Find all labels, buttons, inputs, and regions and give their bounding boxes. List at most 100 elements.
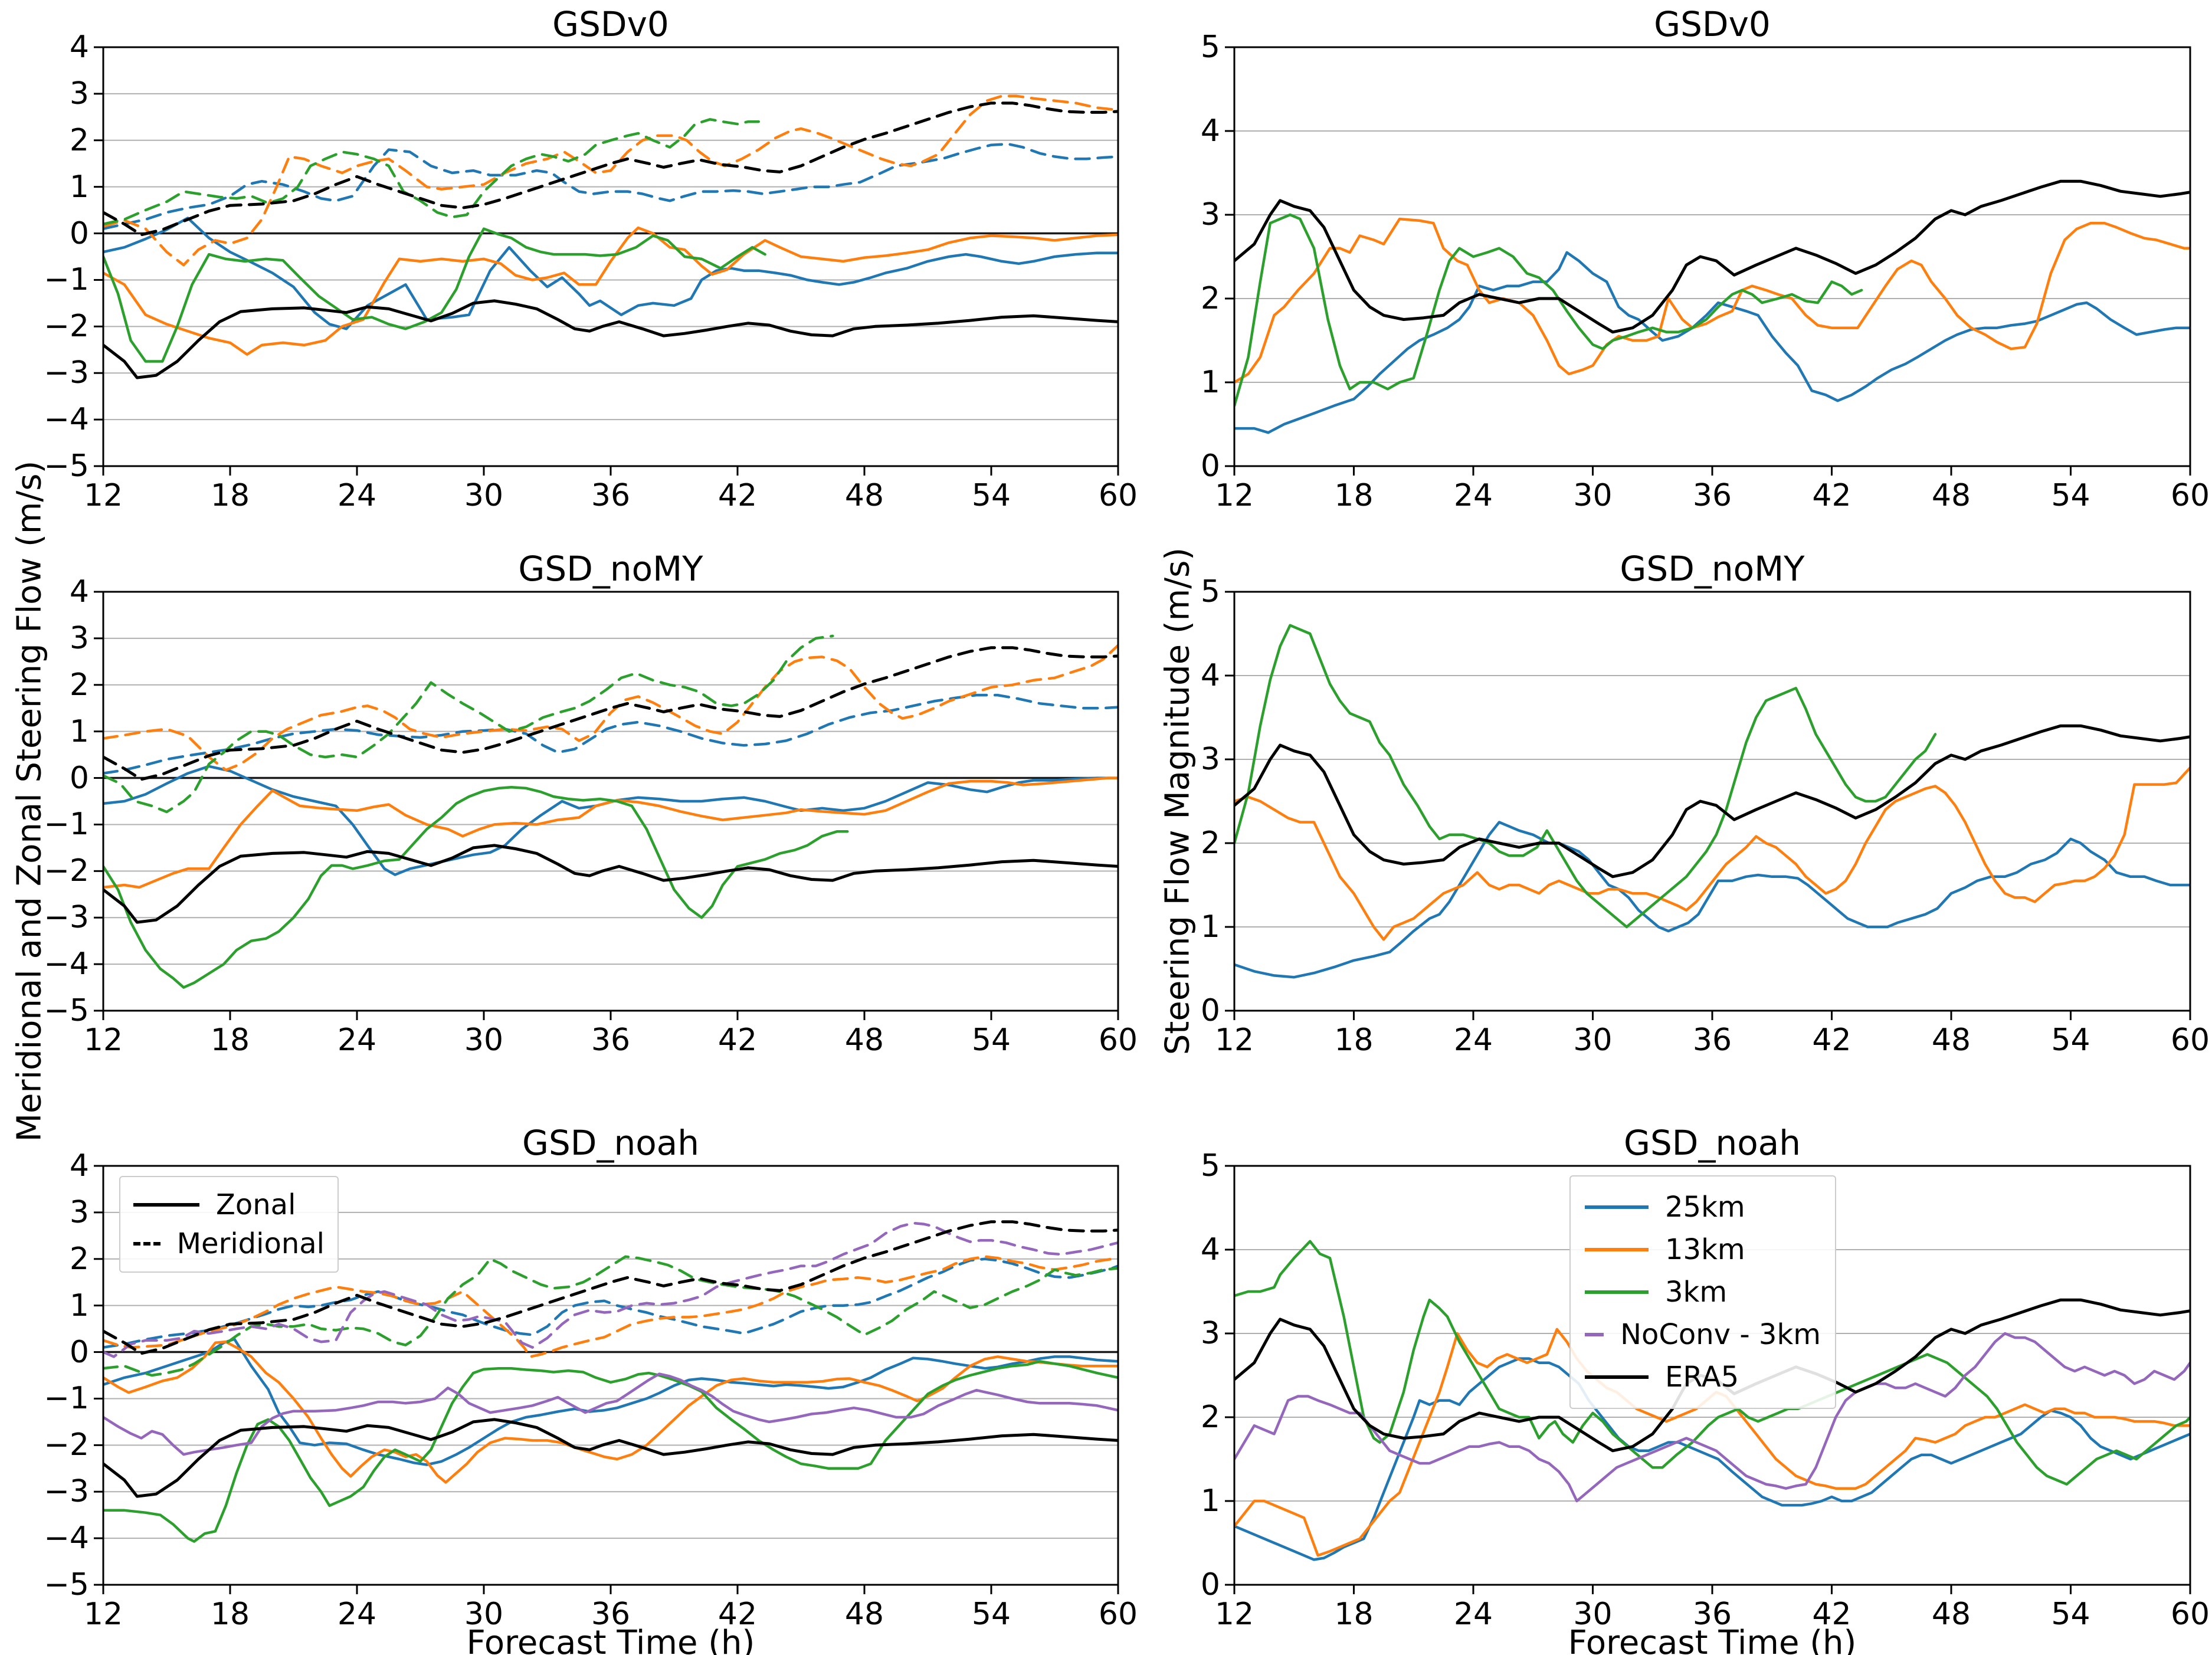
legend-item-noconv-3km: NoConv - 3km: [1585, 1313, 1821, 1356]
series-line-3km-meridional: [103, 1255, 1118, 1377]
x-tick-label: 60: [2170, 478, 2210, 513]
series-line-era5-meridional: [103, 646, 1118, 781]
x-tick-label: 42: [717, 478, 758, 513]
series-line-25km-meridional: [103, 1257, 1118, 1349]
y-tick-label: 4: [69, 30, 89, 65]
legend-swatch-blue: [1585, 1205, 1649, 1209]
series-line-25km: [1234, 1357, 2190, 1561]
series-line-3km-meridional: [103, 634, 834, 814]
x-tick-label: 12: [1214, 1597, 1254, 1632]
chart-canvas-5: [1225, 1165, 2191, 1594]
x-tick-label: 24: [1453, 1597, 1493, 1632]
x-tick-label: 48: [844, 1597, 884, 1632]
legend-item-3km: 3km: [1585, 1271, 1821, 1313]
series-line-3km-zonal: [103, 227, 766, 363]
y-tick-label: 0: [1200, 993, 1220, 1028]
panel-title-gsdnoah-magnitude: GSD_noah: [1624, 1123, 1801, 1163]
y-tick-label: −1: [44, 807, 89, 843]
y-tick-label: −2: [44, 853, 89, 889]
series-line-13km-meridional: [103, 1255, 1118, 1358]
series-line-era5: [1234, 179, 2190, 334]
y-tick-label: 4: [1200, 113, 1220, 149]
series-line-25km-zonal: [103, 1338, 1118, 1466]
y-tick-label: −1: [44, 1381, 89, 1417]
y-tick-label: 4: [1200, 658, 1220, 693]
legend-swatch-purple: [1585, 1333, 1604, 1336]
y-tick-label: 2: [1200, 825, 1220, 861]
series-line-era5-zonal: [103, 299, 1118, 379]
series-line-era5-zonal: [103, 1418, 1118, 1498]
x-tick-label: 54: [2051, 1597, 2090, 1632]
y-axis-label-right: Steering Flow Magnitude (m/s): [1158, 547, 1197, 1056]
y-tick-label: −5: [44, 448, 89, 484]
series-line-25km-zonal: [103, 217, 1118, 330]
y-tick-label: 4: [1200, 1232, 1220, 1267]
legend-label: NoConv - 3km: [1620, 1318, 1821, 1351]
y-tick-label: 0: [69, 760, 89, 796]
legend-swatch-black: [133, 1203, 199, 1207]
series-line-3km: [1234, 213, 1863, 408]
x-tick-label: 60: [1098, 478, 1138, 513]
y-tick-label: 3: [69, 1194, 89, 1230]
x-tick-label: 18: [210, 478, 250, 513]
x-tick-label: 36: [591, 1597, 631, 1632]
y-tick-label: 2: [69, 122, 89, 158]
y-tick-label: 5: [1200, 574, 1220, 609]
x-axis-label-right: Forecast Time (h): [1568, 1624, 1857, 1655]
series-line-era5: [1234, 724, 2190, 879]
chart-canvas-4: [94, 1165, 1119, 1594]
y-tick-label: 2: [1200, 1400, 1220, 1435]
y-tick-label: 1: [1200, 909, 1220, 945]
x-tick-label: 48: [844, 478, 884, 513]
x-tick-label: 24: [337, 478, 377, 513]
series-line-3km-zonal: [103, 1360, 1118, 1543]
legend: Zonal Meridional: [119, 1176, 339, 1273]
x-tick-label: 24: [337, 1023, 377, 1058]
x-tick-label: 18: [1334, 1023, 1374, 1058]
legend-label: 25km: [1665, 1191, 1745, 1224]
series-line-era5-meridional: [103, 1220, 1118, 1355]
x-tick-label: 12: [1214, 1023, 1254, 1058]
series-line-13km-zonal: [103, 226, 1118, 356]
y-tick-label: 1: [69, 1287, 89, 1323]
series-line-13km-meridional: [103, 644, 1118, 772]
x-tick-label: 48: [1931, 1597, 1971, 1632]
legend-swatch-black: [133, 1242, 160, 1246]
legend-item-era5: ERA5: [1585, 1356, 1821, 1398]
x-tick-label: 18: [1334, 1597, 1374, 1632]
series-line-25km: [1234, 251, 2190, 434]
x-tick-label: 36: [1692, 1597, 1732, 1632]
x-tick-label: 12: [83, 478, 123, 513]
x-tick-label: 48: [1931, 1023, 1971, 1058]
x-tick-label: 54: [971, 478, 1011, 513]
y-tick-label: −2: [44, 309, 89, 345]
chart-canvas-2: [94, 591, 1119, 1020]
y-tick-label: 5: [1200, 1148, 1220, 1184]
y-tick-label: −4: [44, 946, 89, 982]
panel-title-gsdv0-components: GSDv0: [552, 4, 669, 44]
x-tick-label: 18: [210, 1023, 250, 1058]
y-tick-label: 3: [69, 620, 89, 656]
x-tick-label: 30: [1573, 1023, 1613, 1058]
y-tick-label: −3: [44, 1474, 89, 1510]
x-tick-label: 18: [210, 1597, 250, 1632]
x-tick-label: 48: [1931, 478, 1971, 513]
series-line-era5-zonal: [103, 844, 1118, 924]
x-tick-label: 30: [464, 1597, 504, 1632]
x-tick-label: 54: [971, 1023, 1011, 1058]
y-tick-label: 0: [69, 1334, 89, 1370]
x-tick-label: 12: [83, 1023, 123, 1058]
panel-title-gsdv0-magnitude: GSDv0: [1654, 4, 1771, 44]
y-tick-label: 0: [1200, 1567, 1220, 1602]
y-axis-label-left: Meridional and Zonal Steering Flow (m/s): [10, 460, 49, 1142]
panel-title-gsdnomy-magnitude: GSD_noMY: [1620, 549, 1805, 589]
series-line-3km: [1234, 624, 1937, 929]
y-tick-label: −4: [44, 1520, 89, 1556]
x-tick-label: 42: [1812, 478, 1851, 513]
x-tick-label: 36: [591, 1023, 631, 1058]
series-line-13km-zonal: [103, 1340, 1118, 1484]
legend-item-zonal: Zonal: [133, 1185, 325, 1224]
x-tick-label: 24: [1453, 1023, 1493, 1058]
y-tick-label: −5: [44, 1567, 89, 1602]
